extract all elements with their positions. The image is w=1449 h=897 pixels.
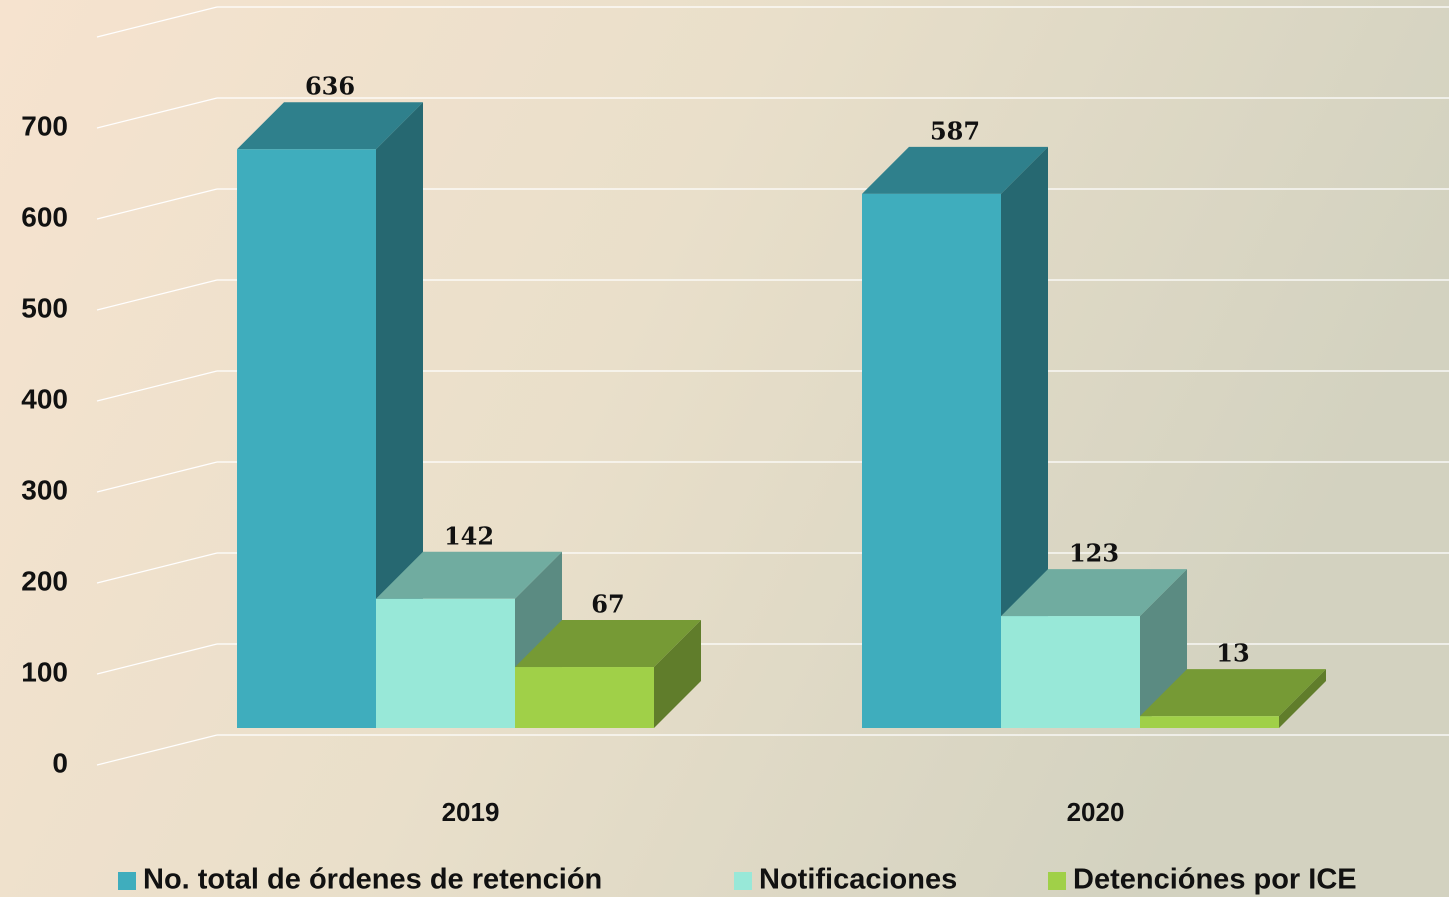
bar (376, 599, 515, 728)
value-label: 142 (444, 521, 494, 550)
value-label: 123 (1069, 539, 1119, 568)
value-label: 636 (305, 72, 355, 101)
x-tick-label: 2020 (1067, 797, 1125, 827)
legend-label: No. total de órdenes de retención (143, 864, 602, 896)
background (0, 0, 1449, 897)
legend-label: Notificaciones (759, 864, 957, 896)
y-tick-label: 200 (21, 565, 68, 596)
bar (1001, 616, 1140, 728)
bar (1140, 716, 1279, 728)
y-tick-label: 600 (21, 201, 68, 232)
y-tick-label: 700 (21, 110, 68, 141)
y-tick-label: 300 (21, 474, 68, 505)
bar (862, 194, 1001, 728)
value-label: 13 (1216, 639, 1249, 668)
legend-label: Detenciónes por ICE (1073, 864, 1357, 896)
y-tick-label: 0 (52, 747, 68, 778)
y-tick-label: 500 (21, 292, 68, 323)
chart: 0 100 200 300 400 500 600 700 2019 2020 636 142 67 58… (0, 0, 1449, 897)
y-tick-label: 400 (21, 383, 68, 414)
y-tick-label: 100 (21, 656, 68, 687)
legend-swatch (734, 872, 752, 890)
bar (515, 667, 654, 728)
value-label: 67 (591, 590, 624, 619)
legend-swatch (118, 872, 136, 890)
bar (237, 149, 376, 728)
x-tick-label: 2019 (442, 797, 500, 827)
legend-swatch (1048, 872, 1066, 890)
value-label: 587 (930, 116, 980, 145)
